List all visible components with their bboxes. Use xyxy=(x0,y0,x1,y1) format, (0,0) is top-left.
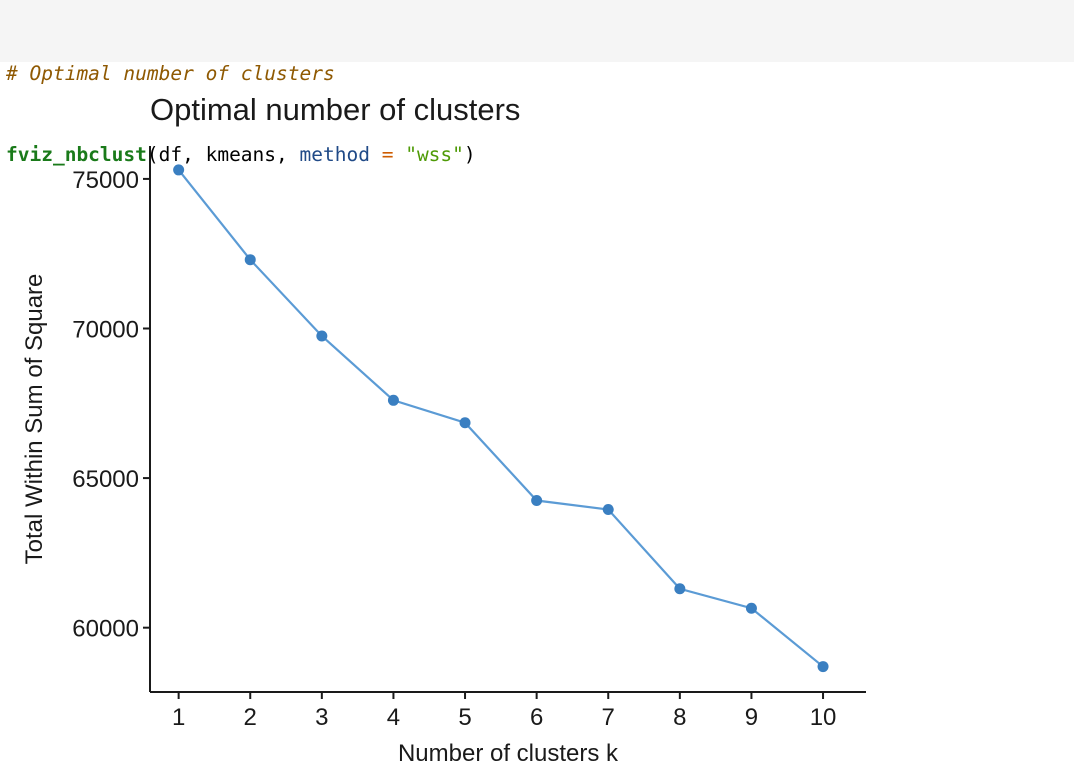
y-tick-label: 70000 xyxy=(72,316,139,343)
x-axis-title: Number of clusters k xyxy=(398,740,619,767)
code-args-close: ) xyxy=(463,143,476,166)
y-axis-title: Total Within Sum of Square xyxy=(21,274,48,565)
data-point xyxy=(316,330,328,342)
x-tick-label: 6 xyxy=(530,704,543,731)
x-tick-label: 7 xyxy=(602,704,615,731)
x-tick-label: 1 xyxy=(172,704,185,731)
code-call-line: fviz_nbclust(df, kmeans, method = "wss") xyxy=(6,141,1074,168)
y-tick-label: 75000 xyxy=(72,167,139,194)
data-point xyxy=(173,164,185,176)
data-point xyxy=(745,602,757,614)
x-tick-label: 5 xyxy=(458,704,471,731)
chart-title: Optimal number of clusters xyxy=(150,92,520,127)
code-arg-value: "wss" xyxy=(405,143,464,166)
code-args-open: (df, kmeans, xyxy=(146,143,300,166)
data-point xyxy=(531,495,543,507)
data-point xyxy=(387,394,399,406)
x-tick-label: 8 xyxy=(673,704,686,731)
x-tick-label: 9 xyxy=(745,704,758,731)
series-line xyxy=(177,169,824,668)
x-tick-label: 3 xyxy=(315,704,328,731)
code-function-name: fviz_nbclust xyxy=(6,143,147,166)
plot-area: 60000 65000 70000 75000 1 2 3 4 5 6 7 8 9 10 xyxy=(72,146,866,731)
code-block: # Optimal number of clusters fviz_nbclus… xyxy=(0,0,1074,166)
code-comment-line: # Optimal number of clusters xyxy=(6,60,1074,87)
x-tick-label: 10 xyxy=(810,704,837,731)
data-point xyxy=(602,504,614,516)
code-comment: # Optimal number of clusters xyxy=(6,62,335,85)
elbow-chart: Optimal number of clusters Total Within … xyxy=(21,92,866,767)
code-equals: = xyxy=(369,143,406,166)
x-tick-label: 4 xyxy=(387,704,400,731)
data-point xyxy=(459,417,471,429)
y-tick-label: 65000 xyxy=(72,466,139,493)
data-point xyxy=(244,254,256,266)
x-tick-label: 2 xyxy=(244,704,257,731)
data-point xyxy=(817,661,829,673)
data-point xyxy=(674,583,686,595)
y-tick-label: 60000 xyxy=(72,616,139,643)
code-arg-name: method xyxy=(299,143,370,166)
